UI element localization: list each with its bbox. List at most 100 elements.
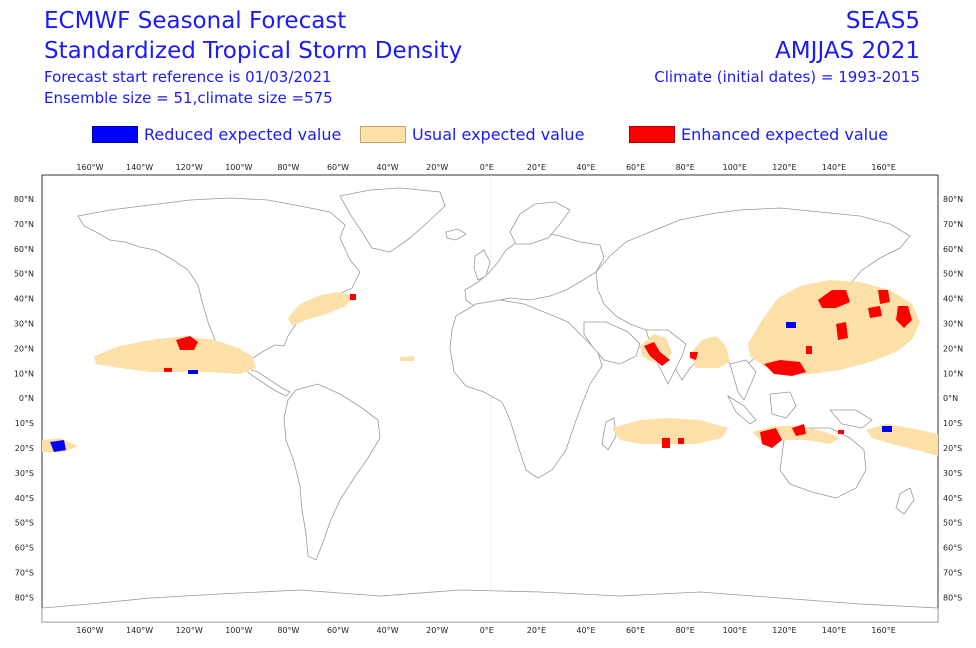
- ensemble-size-text: Ensemble size = 51,climate size =575: [44, 89, 333, 107]
- scandinavia: [509, 201, 571, 245]
- lon-label-top: 100°W: [225, 163, 252, 172]
- australia: [779, 427, 867, 499]
- lat-label-left: 30°N: [14, 320, 34, 329]
- lon-label-top: 140°E: [822, 163, 846, 172]
- title-line-2: Standardized Tropical Storm Density: [44, 38, 463, 64]
- lat-label-left: 80°S: [15, 593, 34, 602]
- enhanced-wp-7: [806, 346, 812, 354]
- lat-label-left: 40°N: [14, 295, 34, 304]
- sumatra: [727, 394, 757, 425]
- lat-label-right: 20°S: [943, 444, 962, 453]
- usual-south-indian: [612, 418, 728, 444]
- lat-label-left: 30°S: [15, 469, 34, 478]
- lon-label-bottom: 100°W: [225, 626, 252, 635]
- lat-label-left: 20°S: [15, 444, 34, 453]
- lon-label-top: 0°E: [480, 163, 494, 172]
- legend-enhanced-label: Enhanced expected value: [681, 124, 889, 144]
- madagascar: [601, 417, 617, 451]
- enhanced-india: [690, 352, 698, 360]
- lat-label-right: 10°S: [943, 419, 962, 428]
- enhanced-wp-4: [868, 306, 882, 318]
- reduced-east-pacific: [188, 370, 198, 374]
- lon-label-bottom: 20°W: [426, 626, 448, 635]
- enhanced-wp-5: [836, 322, 848, 340]
- legend-usual: Usual expected value: [360, 124, 585, 144]
- lat-label-right: 60°N: [943, 245, 963, 254]
- enhanced-australia-1: [760, 428, 782, 448]
- lat-label-right: 70°S: [943, 569, 962, 578]
- north-america: [77, 197, 361, 369]
- lat-label-right: 50°S: [943, 519, 962, 528]
- lat-label-right: 60°S: [943, 544, 962, 553]
- legend-usual-label: Usual expected value: [412, 124, 585, 144]
- lat-label-right: 50°N: [943, 270, 963, 279]
- season-label: AMJJAS 2021: [775, 38, 920, 64]
- great-britain: [473, 249, 491, 281]
- lat-label-left: 0°N: [19, 394, 34, 403]
- lat-label-right: 0°N: [943, 394, 958, 403]
- south-america: [283, 383, 381, 561]
- lat-label-right: 40°N: [943, 295, 963, 304]
- legend-enhanced: Enhanced expected value: [629, 124, 889, 144]
- climate-period-text: Climate (initial dates) = 1993-2015: [654, 68, 920, 86]
- lon-label-top: 40°W: [377, 163, 399, 172]
- lon-label-top: 60°W: [327, 163, 349, 172]
- enhanced-wp-1: [818, 290, 850, 308]
- central-america: [242, 367, 291, 397]
- lon-label-bottom: 0°E: [480, 626, 494, 635]
- enhanced-wp-2: [878, 290, 890, 304]
- enhanced-east-pacific-small: [164, 368, 172, 372]
- lat-label-right: 30°S: [943, 469, 962, 478]
- reduced-south-pacific: [50, 440, 66, 452]
- lon-label-bottom: 140°W: [126, 626, 153, 635]
- lat-label-left: 10°N: [14, 369, 34, 378]
- lat-label-left: 50°S: [15, 519, 34, 528]
- lat-labels-right: 80°N 70°N 60°N 50°N 40°N 30°N 20°N 10°N 0°N 10°S 2…: [943, 195, 963, 602]
- legend-usual-swatch: [360, 125, 406, 143]
- enhanced-wp-6: [764, 360, 806, 376]
- lon-label-top: 120°W: [176, 163, 203, 172]
- africa: [449, 299, 603, 479]
- lon-label-bottom: 100°E: [723, 626, 747, 635]
- lon-label-top: 20°E: [527, 163, 546, 172]
- enhanced-wp-3: [896, 306, 912, 328]
- legend-reduced-swatch: [92, 125, 138, 143]
- legend-reduced-label: Reduced expected value: [144, 124, 342, 144]
- enhanced-arabian-sea: [644, 342, 670, 366]
- lon-label-top: 40°E: [576, 163, 595, 172]
- usual-west-pacific: [748, 280, 920, 374]
- lat-label-right: 30°N: [943, 320, 963, 329]
- lat-label-left: 70°N: [14, 220, 34, 229]
- lat-label-left: 60°N: [14, 245, 34, 254]
- lon-label-bottom: 160°W: [76, 626, 103, 635]
- lon-label-top: 160°W: [76, 163, 103, 172]
- lon-label-bottom: 120°E: [772, 626, 796, 635]
- enhanced-regions: [164, 290, 912, 448]
- lat-label-right: 40°S: [943, 494, 962, 503]
- arabia: [583, 321, 641, 365]
- lat-label-right: 70°N: [943, 220, 963, 229]
- enhanced-south-indian-1: [662, 438, 670, 448]
- usual-bay-of-bengal: [690, 336, 730, 368]
- lon-label-bottom: 120°W: [176, 626, 203, 635]
- lon-label-top: 160°E: [871, 163, 895, 172]
- greenland: [339, 187, 446, 253]
- lat-labels-left: 80°N 70°N 60°N 50°N 40°N 30°N 20°N 10°N 0°N 10°S 2…: [14, 195, 34, 602]
- reduced-regions: [50, 322, 892, 452]
- iceland: [445, 228, 467, 241]
- lon-label-bottom: 60°W: [327, 626, 349, 635]
- indochina: [729, 359, 757, 401]
- enhanced-east-pacific: [176, 336, 198, 350]
- lon-label-top: 140°W: [126, 163, 153, 172]
- lon-labels-top: 160°W 140°W 120°W 100°W 80°W 60°W 40°W 20°W 0°E 2…: [76, 163, 895, 172]
- lat-label-right: 80°S: [943, 593, 962, 602]
- enhanced-australia-3: [838, 430, 844, 434]
- lat-label-left: 40°S: [15, 494, 34, 503]
- enhanced-atlantic: [350, 294, 356, 300]
- lat-label-left: 80°N: [14, 195, 34, 204]
- forecast-start-text: Forecast start reference is 01/03/2021: [44, 68, 332, 86]
- lat-label-left: 20°N: [14, 344, 34, 353]
- lat-label-right: 10°N: [943, 369, 963, 378]
- enhanced-australia-2: [792, 424, 806, 436]
- lon-label-bottom: 80°W: [277, 626, 299, 635]
